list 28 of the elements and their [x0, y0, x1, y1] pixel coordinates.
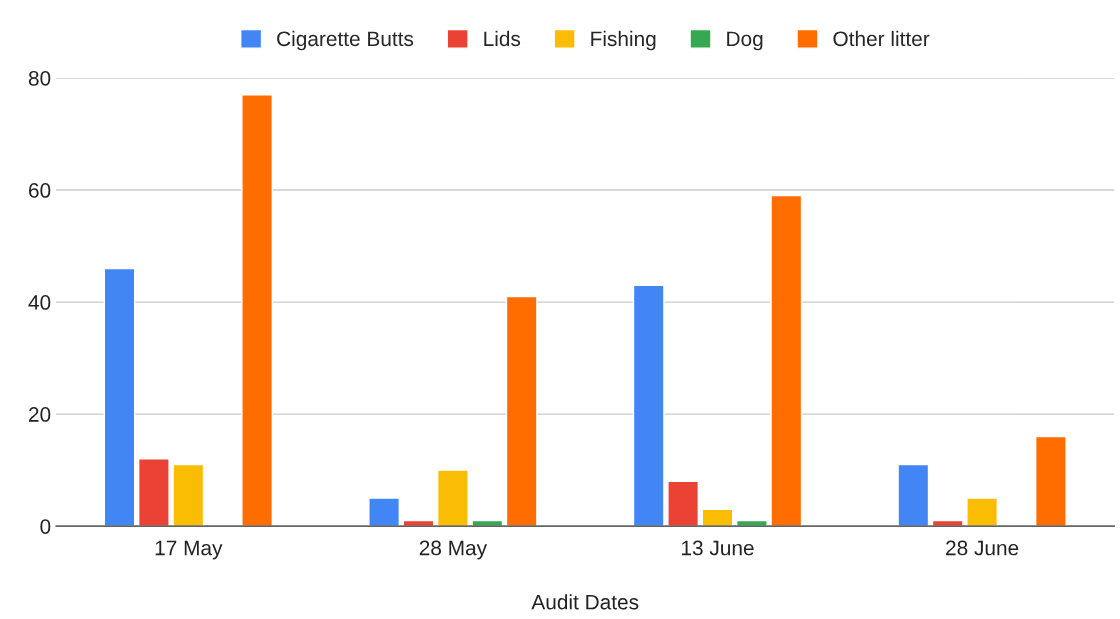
- bar: [667, 480, 700, 527]
- legend-label: Lids: [484, 30, 521, 47]
- bar: [436, 469, 469, 527]
- legend-label: Other litter: [833, 30, 930, 47]
- legend-label: Dog: [727, 31, 763, 51]
- bar: [632, 284, 665, 527]
- bar: [505, 295, 538, 527]
- bar: [770, 194, 803, 527]
- y-tick-label: 60: [29, 183, 51, 198]
- x-tick-label: 28 May: [419, 540, 488, 560]
- x-tick-label: 17 May: [155, 540, 223, 560]
- legend-label: Fishing: [591, 30, 656, 51]
- y-tick-label: 0: [40, 519, 51, 534]
- bar: [1034, 435, 1067, 527]
- x-tick-label: 28 June: [946, 540, 1019, 556]
- bar: [172, 463, 205, 527]
- bar: [103, 267, 136, 527]
- bar: [966, 497, 999, 527]
- y-tick-label: 40: [28, 295, 51, 310]
- y-tick-label: 80: [28, 71, 51, 86]
- bar: [137, 458, 170, 527]
- y-tick-label: 20: [29, 407, 51, 422]
- bar: [897, 463, 930, 527]
- legend-label: Cigarette Butts: [277, 30, 414, 51]
- x-tick-label: 13 June: [682, 540, 754, 556]
- bar: [241, 94, 274, 527]
- bar: [368, 497, 401, 527]
- x-axis-title: Audit Dates: [531, 594, 639, 610]
